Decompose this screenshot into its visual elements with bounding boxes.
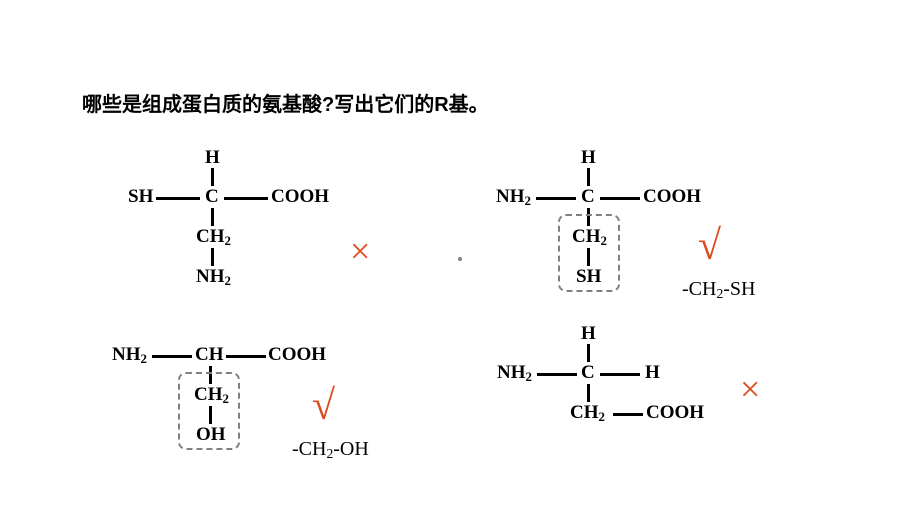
m2-NH2: NH2 bbox=[496, 187, 531, 206]
question-text: 哪些是组成蛋白质的氨基酸?写出它们的R基。 bbox=[82, 88, 489, 117]
m1-NH2-s: 2 bbox=[225, 273, 231, 288]
rgroup-2: -CH2-SH bbox=[682, 278, 755, 301]
m1-bond-v1 bbox=[211, 168, 214, 186]
m2-bond-h1 bbox=[536, 197, 576, 200]
r2c: -SH bbox=[723, 278, 755, 300]
m1-H: H bbox=[205, 148, 220, 167]
m4-CH2-s: 2 bbox=[599, 409, 605, 424]
m2-NH2-t: NH bbox=[496, 186, 525, 207]
center-dot bbox=[458, 257, 462, 261]
m3-bond-h1 bbox=[152, 355, 192, 358]
m2-C: C bbox=[581, 187, 595, 206]
mark-1-cross: × bbox=[350, 230, 370, 272]
m4-H: H bbox=[581, 324, 596, 343]
mark-4-cross: × bbox=[740, 368, 760, 410]
m1-bond-h1 bbox=[156, 197, 200, 200]
m4-bond-h2 bbox=[600, 373, 640, 376]
m3-NH2-s: 2 bbox=[141, 351, 147, 366]
m4-NH2: NH2 bbox=[497, 363, 532, 382]
m2-NH2-s: 2 bbox=[525, 193, 531, 208]
m3-NH2-t: NH bbox=[112, 344, 141, 365]
m4-C: C bbox=[581, 363, 595, 382]
m3-bond-h2 bbox=[226, 355, 266, 358]
m3-NH2: NH2 bbox=[112, 345, 147, 364]
r2b: 2 bbox=[716, 286, 723, 301]
m3-dashbox bbox=[178, 372, 240, 450]
m4-NH2-t: NH bbox=[497, 362, 526, 383]
m4-bond-h1 bbox=[537, 373, 577, 376]
m4-COOH: COOH bbox=[646, 403, 704, 422]
m3-COOH: COOH bbox=[268, 345, 326, 364]
m4-Hr: H bbox=[645, 363, 660, 382]
r3c: -OH bbox=[333, 438, 369, 460]
m1-NH2-t: NH bbox=[196, 266, 225, 287]
m1-bond-v3 bbox=[211, 248, 214, 266]
m1-CH2: CH2 bbox=[196, 227, 231, 246]
r3b: 2 bbox=[326, 446, 333, 461]
r3a: -CH bbox=[292, 438, 326, 460]
m4-NH2-s: 2 bbox=[526, 369, 532, 384]
m4-CH2-t: CH bbox=[570, 402, 599, 423]
m2-bond-v1 bbox=[587, 168, 590, 186]
m1-SH: SH bbox=[128, 187, 153, 206]
m2-COOH: COOH bbox=[643, 187, 701, 206]
m1-CH2-t: CH bbox=[196, 226, 225, 247]
m4-bond-h3 bbox=[613, 413, 643, 416]
m1-NH2: NH2 bbox=[196, 267, 231, 286]
m4-bond-v1 bbox=[587, 344, 590, 362]
mark-2-check: √ bbox=[698, 222, 721, 270]
rgroup-3: -CH2-OH bbox=[292, 438, 369, 461]
m1-C: C bbox=[205, 187, 219, 206]
m1-bond-v2 bbox=[211, 208, 214, 226]
m1-CH2-s: 2 bbox=[225, 233, 231, 248]
m2-bond-h2 bbox=[600, 197, 640, 200]
m2-H: H bbox=[581, 148, 596, 167]
m4-CH2: CH2 bbox=[570, 403, 605, 422]
r2a: -CH bbox=[682, 278, 716, 300]
m1-bond-h2 bbox=[224, 197, 268, 200]
mark-3-check: √ bbox=[312, 382, 335, 430]
m2-dashbox bbox=[558, 214, 620, 292]
m4-bond-v2 bbox=[587, 384, 590, 402]
m1-COOH: COOH bbox=[271, 187, 329, 206]
m3-CH: CH bbox=[195, 345, 224, 364]
